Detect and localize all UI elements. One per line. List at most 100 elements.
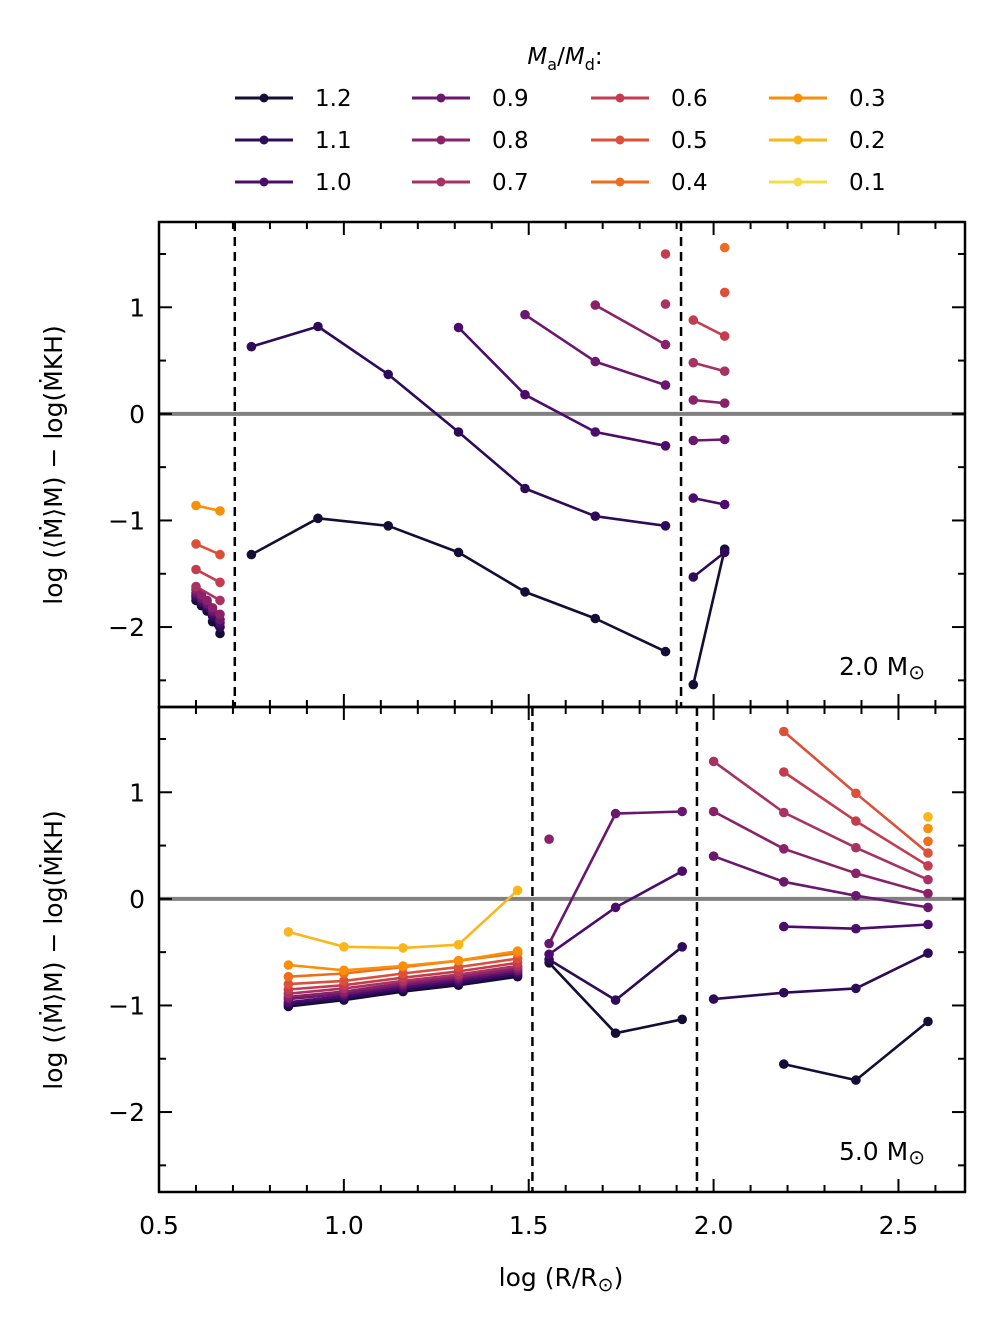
data-point xyxy=(453,427,464,437)
series-1.0 xyxy=(544,866,687,960)
data-point xyxy=(851,923,861,934)
data-point xyxy=(719,547,730,558)
x-axis-label: log (R/R⊙) xyxy=(499,1263,624,1296)
legend-label: 0.3 xyxy=(849,86,886,112)
data-point xyxy=(215,609,225,620)
data-point xyxy=(923,1016,933,1027)
data-point xyxy=(923,812,933,822)
data-point xyxy=(923,848,933,858)
y-tick-label: −2 xyxy=(108,1098,145,1127)
series-1.0 xyxy=(779,919,933,934)
data-point xyxy=(719,287,730,298)
data-point xyxy=(708,994,719,1004)
series-0.5 xyxy=(191,539,225,560)
data-point xyxy=(610,995,621,1005)
data-point xyxy=(923,919,933,930)
series-1.0 xyxy=(453,322,671,451)
data-point xyxy=(708,756,719,767)
series-0.6 xyxy=(660,249,671,259)
data-point xyxy=(923,823,933,834)
data-point xyxy=(719,499,730,510)
data-point xyxy=(590,613,601,624)
data-point xyxy=(313,513,323,524)
series-line xyxy=(713,854,929,909)
data-point xyxy=(339,965,349,976)
series-line xyxy=(693,496,725,506)
data-point xyxy=(779,807,789,818)
legend-entry: 1.1 xyxy=(235,128,352,154)
series-line xyxy=(712,760,929,881)
legend-label: 0.8 xyxy=(492,128,529,154)
series-0.4 xyxy=(923,836,933,847)
data-point xyxy=(610,1028,621,1038)
data-point xyxy=(779,726,789,737)
data-point xyxy=(779,767,789,777)
data-point xyxy=(610,902,621,913)
data-point xyxy=(677,1014,687,1025)
data-point xyxy=(688,395,699,405)
data-point xyxy=(590,427,601,437)
data-point xyxy=(202,595,212,606)
data-point xyxy=(398,943,408,953)
data-point xyxy=(677,866,687,876)
data-point xyxy=(708,851,719,861)
legend-label: 0.6 xyxy=(671,86,708,112)
data-point xyxy=(708,806,719,817)
legend-marker xyxy=(259,135,269,145)
data-point xyxy=(313,321,323,332)
series-line xyxy=(594,303,667,346)
data-point xyxy=(590,356,601,367)
data-point xyxy=(283,927,294,937)
legend-entry: 0.5 xyxy=(591,128,708,154)
series-line xyxy=(547,810,683,945)
data-point xyxy=(215,577,225,588)
legend-entry: 0.8 xyxy=(412,128,529,154)
data-point xyxy=(283,960,294,970)
data-point xyxy=(191,539,201,549)
data-point xyxy=(191,564,201,575)
data-point xyxy=(590,300,601,310)
panel-mass-label: 5.0 M⊙ xyxy=(839,1137,925,1169)
data-point xyxy=(677,806,687,817)
axes-frame xyxy=(157,705,967,1194)
series-0.8 xyxy=(688,395,730,409)
data-point xyxy=(719,331,730,341)
data-point xyxy=(688,493,699,503)
series-line xyxy=(548,870,683,956)
data-point xyxy=(383,369,394,380)
series-0.5 xyxy=(719,287,730,298)
data-point xyxy=(544,834,554,844)
legend: Ma/Md: 1.2 1.1 1.0 0.9 0.8 0.7 0.6 0.5 0.4 0.3 0.2… xyxy=(235,44,886,196)
series-line xyxy=(524,313,666,387)
series-line xyxy=(693,398,725,405)
y-tick-label: −2 xyxy=(108,613,145,642)
series-0.8 xyxy=(590,300,671,350)
legend-label: 0.1 xyxy=(849,170,886,196)
legend-marker xyxy=(259,177,269,187)
series-0.3 xyxy=(283,946,523,976)
data-point xyxy=(544,938,554,949)
series-0.8 xyxy=(544,834,554,844)
series-0.5 xyxy=(779,726,933,858)
legend-label: 0.5 xyxy=(671,128,708,154)
data-point xyxy=(453,939,464,950)
data-point xyxy=(383,521,394,531)
legend-label: 0.7 xyxy=(492,170,529,196)
x-tick-label: 1.0 xyxy=(324,1211,364,1240)
series-0.7 xyxy=(688,357,730,377)
series-line xyxy=(712,810,929,895)
y-tick-label: 1 xyxy=(129,778,145,807)
data-point xyxy=(719,398,730,409)
data-point xyxy=(453,322,464,333)
data-point xyxy=(520,389,530,400)
x-tick-label: 1.5 xyxy=(509,1211,549,1240)
series-0.3 xyxy=(923,823,933,834)
data-point xyxy=(191,500,201,511)
legend-entry: 0.3 xyxy=(769,86,886,112)
data-point xyxy=(520,309,530,320)
series-0.7 xyxy=(191,581,225,606)
data-point xyxy=(851,983,861,994)
data-point xyxy=(719,366,730,377)
y-tick-label: 0 xyxy=(129,885,145,914)
data-point xyxy=(512,885,523,896)
